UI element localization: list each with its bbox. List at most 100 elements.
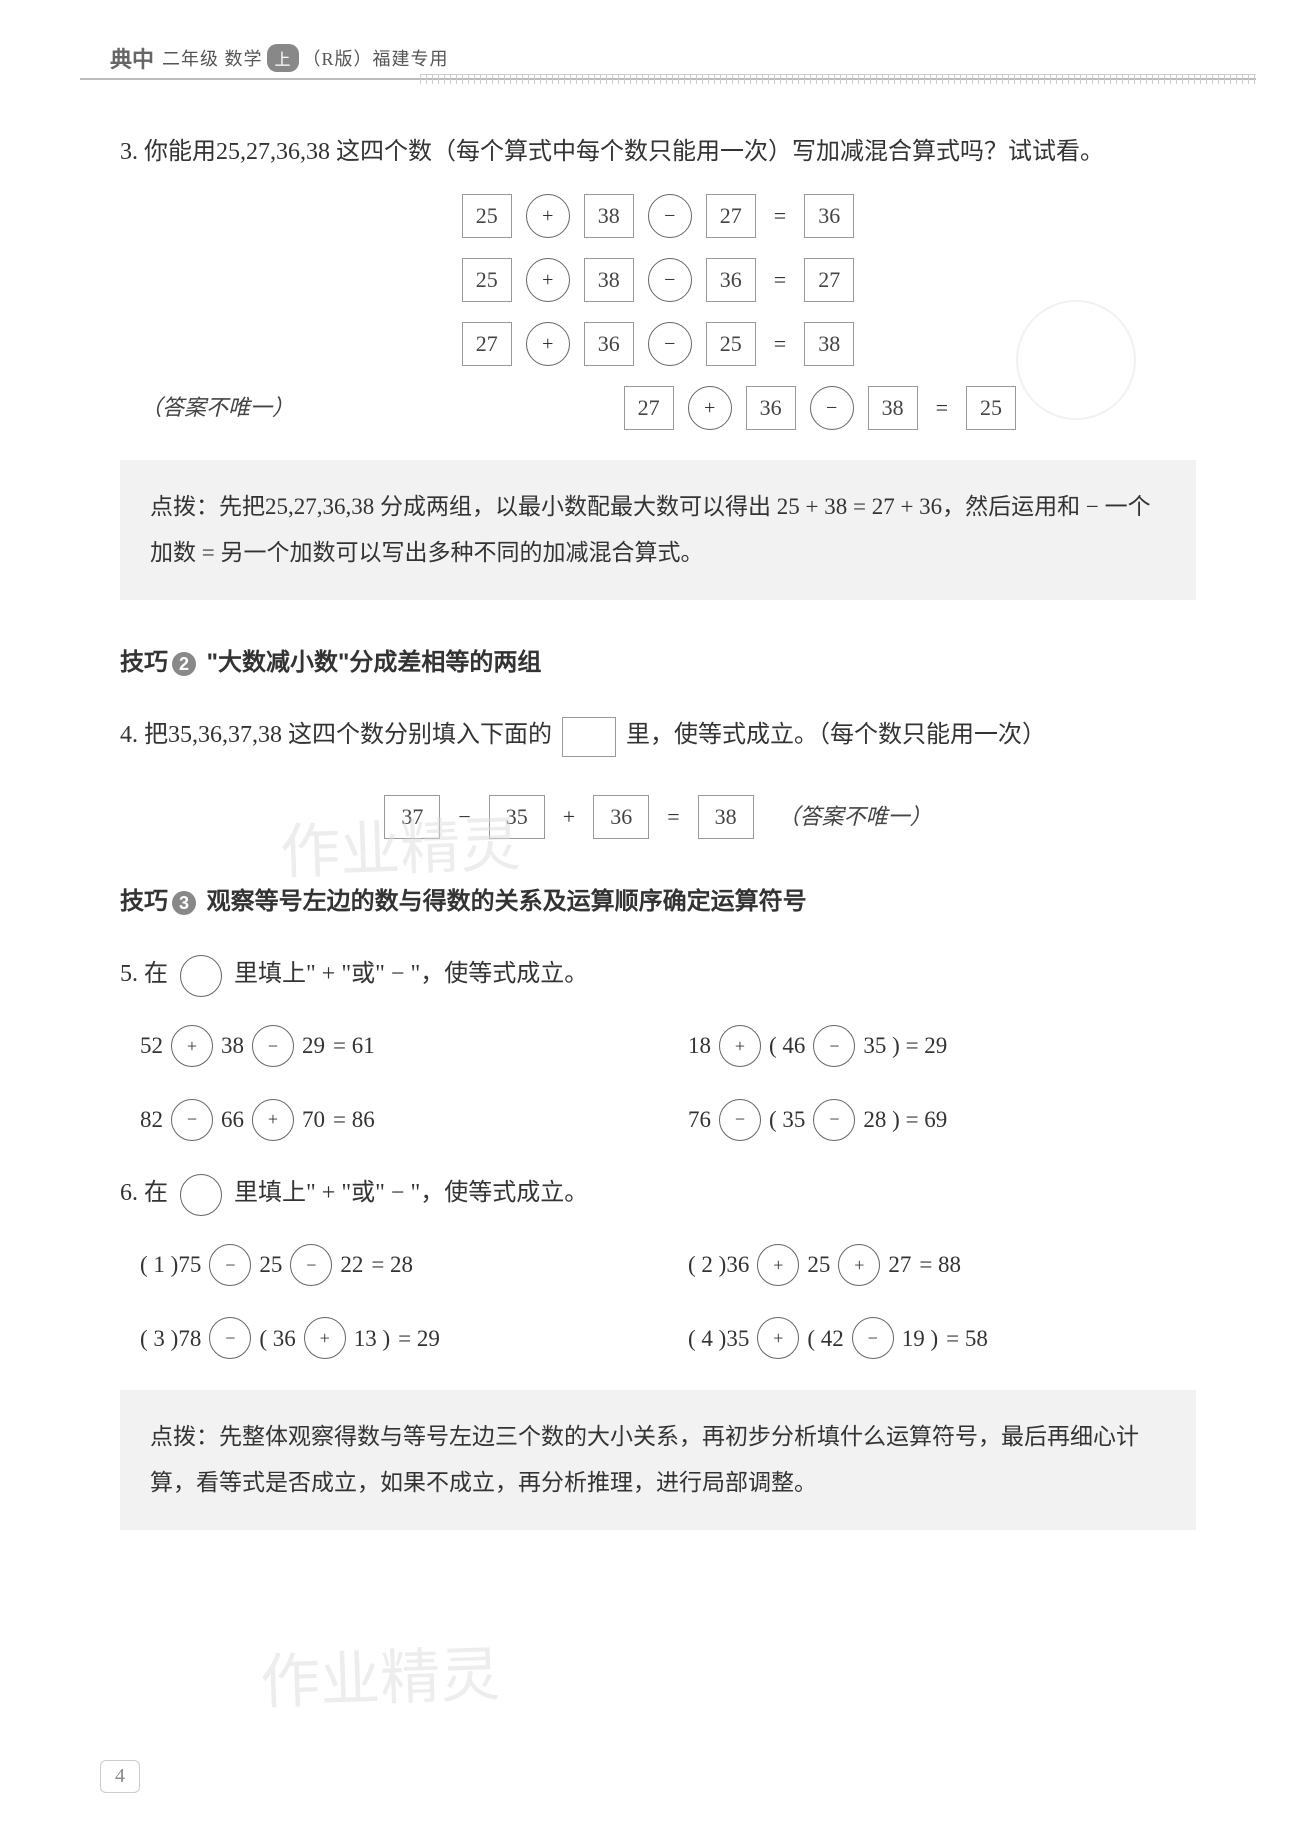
expr-part: = 86 (333, 1098, 375, 1142)
expr-part: 70 (302, 1098, 325, 1142)
expr-part: 29 (302, 1024, 325, 1068)
question-5-text: 5. 在 里填上" + "或" − "，使等式成立。 (120, 952, 1196, 998)
expr-part: 25 (807, 1243, 830, 1287)
operator-circle: − (209, 1317, 251, 1359)
number-box: 27 (804, 258, 854, 302)
question-4-text: 4. 把35,36,37,38 这四个数分别填入下面的 里，使等式成立。（每个数… (120, 713, 1196, 759)
operator-circle: + (838, 1244, 880, 1286)
operator: + (559, 796, 579, 838)
number-box: 38 (868, 386, 918, 430)
watermark-text: 作业精灵 (259, 1626, 502, 1721)
expr-part: = 58 (946, 1317, 988, 1361)
equation-row: 27 + 36 − 38 = 25 (624, 386, 1016, 430)
q6-text-b: 里填上" + "或" − "，使等式成立。 (234, 1180, 588, 1206)
answer-note: （答案不唯一） (778, 796, 932, 838)
equation-row: 27 + 36 − 25 = 38 (462, 322, 854, 366)
header-grade: 二年级 数学 (162, 45, 263, 71)
expr-part: 27 (888, 1243, 911, 1287)
operator-circle: − (719, 1099, 761, 1141)
equation-row: 25 + 38 − 27 = 36 (462, 194, 854, 238)
question-3-text: 3. 你能用25,27,36,38 这四个数（每个算式中每个数只能用一次）写加减… (120, 130, 1196, 176)
expr-part: ( 42 (807, 1317, 843, 1361)
page-content: 3. 你能用25,27,36,38 这四个数（每个算式中每个数只能用一次）写加减… (0, 80, 1316, 1530)
q3-last-row: （答案不唯一） 27 + 36 − 38 = 25 (120, 386, 1196, 430)
expr-part: 38 (221, 1024, 244, 1068)
equals-sign: = (770, 259, 790, 301)
number-box: 27 (462, 322, 512, 366)
q4-text-b: 里，使等式成立。（每个数只能用一次） (626, 722, 1046, 748)
technique-number: 2 (172, 652, 196, 676)
operator-circle: − (648, 322, 692, 366)
number-box: 27 (624, 386, 674, 430)
expr-part: = 88 (919, 1243, 961, 1287)
hint-box-1: 点拨：先把25,27,36,38 分成两组，以最小数配最大数可以得出 25 + … (120, 460, 1196, 600)
equals-sign: = (770, 195, 790, 237)
number-box: 36 (746, 386, 796, 430)
q5-expr-4: 76 − ( 35 − 28 ) = 69 (688, 1098, 1196, 1142)
operator-circle: − (290, 1244, 332, 1286)
expr-part: ( 3 )78 (140, 1317, 201, 1361)
expr-part: ( 4 )35 (688, 1317, 749, 1361)
q5-expr-2: 18 + ( 46 − 35 ) = 29 (688, 1024, 1196, 1068)
question-6-text: 6. 在 里填上" + "或" − "，使等式成立。 (120, 1171, 1196, 1217)
expr-part: 52 (140, 1024, 163, 1068)
q5-text-b: 里填上" + "或" − "，使等式成立。 (234, 961, 588, 987)
number-box: 36 (804, 194, 854, 238)
q5-grid: 52 + 38 − 29 = 61 18 + ( 46 − 35 ) = 29 … (120, 1024, 1196, 1141)
q6-expr-1: ( 1 )75 − 25 − 22 = 28 (140, 1243, 648, 1287)
page-footer: 4 (100, 1760, 140, 1793)
blank-circle (180, 955, 222, 997)
technique-label: 技巧 (120, 649, 168, 676)
operator-circle: + (304, 1317, 346, 1359)
q4-equation: 37 − 35 + 36 = 38 （答案不唯一） (120, 795, 1196, 839)
number-box: 27 (706, 194, 756, 238)
expr-part: 13 ) (354, 1317, 390, 1361)
expr-part: 35 ) = 29 (863, 1024, 947, 1068)
number-box: 25 (966, 386, 1016, 430)
q5-expr-1: 52 + 38 − 29 = 61 (140, 1024, 648, 1068)
expr-part: 28 ) = 69 (863, 1098, 947, 1142)
expr-part: = 61 (333, 1024, 375, 1068)
operator-circle: − (648, 258, 692, 302)
number-box: 38 (804, 322, 854, 366)
page-header: 典中 二年级 数学 上 （R版）福建专用 (0, 0, 1316, 80)
operator-circle: − (813, 1099, 855, 1141)
operator-circle: + (719, 1025, 761, 1067)
number-box: 36 (593, 795, 649, 839)
q6-expr-2: ( 2 )36 + 25 + 27 = 88 (688, 1243, 1196, 1287)
expr-part: 82 (140, 1098, 163, 1142)
technique-2-name: "大数减小数"分成差相等的两组 (207, 649, 542, 676)
q6-expr-3: ( 3 )78 − ( 36 + 13 ) = 29 (140, 1317, 648, 1361)
header-ruler (420, 74, 1256, 84)
blank-circle (180, 1174, 222, 1216)
operator-circle: + (526, 194, 570, 238)
question-5: 5. 在 里填上" + "或" − "，使等式成立。 52 + 38 − 29 … (120, 952, 1196, 1141)
expr-part: ( 36 (259, 1317, 295, 1361)
q5-text-a: 5. 在 (120, 961, 168, 987)
expr-part: ( 46 (769, 1024, 805, 1068)
number-box: 36 (584, 322, 634, 366)
expr-part: ( 1 )75 (140, 1243, 201, 1287)
operator-circle: + (757, 1244, 799, 1286)
number-box: 38 (584, 258, 634, 302)
expr-part: 22 (340, 1243, 363, 1287)
equals-sign: = (770, 323, 790, 365)
operator-circle: + (526, 258, 570, 302)
q3-equations: 25 + 38 − 27 = 36 25 + 38 − 36 = 27 27 +… (120, 194, 1196, 366)
operator-circle: − (810, 386, 854, 430)
q4-text-a: 4. 把35,36,37,38 这四个数分别填入下面的 (120, 722, 552, 748)
header-logo: 典中 (110, 42, 154, 74)
header-edition: （R版）福建专用 (303, 45, 449, 71)
number-box: 36 (706, 258, 756, 302)
q5-expr-3: 82 − 66 + 70 = 86 (140, 1098, 648, 1142)
expr-part: 19 ) (902, 1317, 938, 1361)
expr-part: = 28 (371, 1243, 413, 1287)
technique-label: 技巧 (120, 888, 168, 915)
question-3: 3. 你能用25,27,36,38 这四个数（每个算式中每个数只能用一次）写加减… (120, 130, 1196, 430)
page-number: 4 (100, 1760, 140, 1793)
operator-circle: − (252, 1025, 294, 1067)
number-box: 38 (584, 194, 634, 238)
expr-part: 76 (688, 1098, 711, 1142)
expr-part: ( 35 (769, 1098, 805, 1142)
expr-part: 66 (221, 1098, 244, 1142)
